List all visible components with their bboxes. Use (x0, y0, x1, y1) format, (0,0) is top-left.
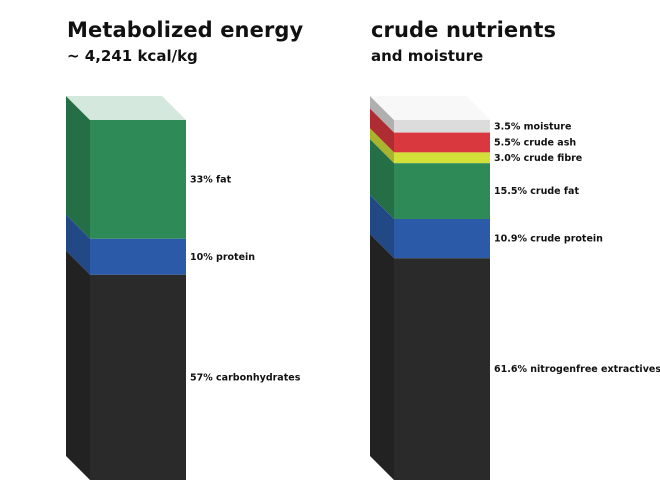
segment-label-33-fat: 33% fat (190, 174, 232, 185)
bar-segment-10-protein (90, 238, 186, 275)
bar-segment-61-6-nitrogenfree-extractives (394, 258, 490, 480)
segment-label-10-9-crude-protein: 10.9% crude protein (494, 234, 603, 245)
nutrients-chart-subtitle: and moisture (371, 47, 484, 65)
nutrients-panel: crude nutrients and moisture (300, 0, 620, 504)
energy-panel: Metabolized energy ~ 4,241 kcal/kg (0, 0, 320, 504)
segment-label-15-5-crude-fat: 15.5% crude fat (494, 186, 579, 197)
bar-segment-33-fat (90, 120, 186, 239)
bar-side-61-6-nitrogenfree-extractives (370, 234, 394, 480)
segment-label-5-5-crude-ash: 5.5% crude ash (494, 138, 576, 149)
bar-segment-15-5-crude-fat (394, 163, 490, 219)
segment-label-3-0-crude-fibre: 3.0% crude fibre (494, 153, 582, 164)
bar-top-face (370, 96, 490, 120)
segment-label-3-5-moisture: 3.5% moisture (494, 121, 571, 132)
bar-side-3-5-moisture (370, 96, 394, 133)
bar-side-33-fat (66, 96, 90, 239)
bar-side-15-5-crude-fat (370, 139, 394, 219)
segment-label-10-protein: 10% protein (190, 252, 255, 263)
bar-segment-3-0-crude-fibre (394, 152, 490, 164)
bar-segment-3-5-moisture (394, 120, 490, 133)
bar-side-10-9-crude-protein (370, 195, 394, 259)
energy-chart-title: Metabolized energy (67, 18, 304, 42)
bar-segment-57-carbonhydrates (90, 274, 186, 480)
bar-side-5-5-crude-ash (370, 108, 394, 153)
segment-label-57-carbonhydrates: 57% carbonhydrates (190, 372, 301, 383)
bar-top-face (66, 96, 186, 120)
bar-side-10-protein (66, 214, 90, 275)
bar-segment-10-9-crude-protein (394, 219, 490, 259)
bar-side-57-carbonhydrates (66, 250, 90, 480)
bar-side-3-0-crude-fibre (370, 128, 394, 164)
energy-chart-subtitle: ~ 4,241 kcal/kg (67, 47, 198, 65)
segment-label-61-6-nitrogenfree-extractives: 61.6% nitrogenfree extractives (494, 364, 660, 375)
nutrients-chart-title: crude nutrients (371, 18, 557, 42)
bar-segment-5-5-crude-ash (394, 132, 490, 153)
